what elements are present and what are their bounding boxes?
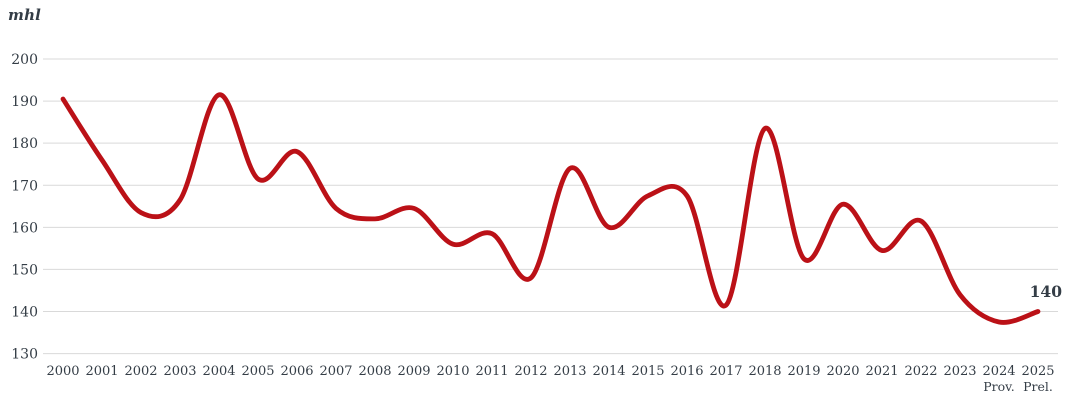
x-axis-tick-label: 2019 [787, 364, 820, 379]
x-axis-tick-label: 2023 [943, 364, 976, 379]
x-axis-labels-group: 2000 2001 2002 2003 2004 2005 2006 2007 2008 2009… [46, 364, 1054, 394]
x-axis-tick-label: 2010 [436, 364, 469, 379]
y-axis-tick-label: 200 [11, 52, 38, 68]
x-axis-tick-label: 2020 [826, 364, 859, 379]
x-axis-tick-label: 2013 [553, 364, 586, 379]
x-axis-tick-label: 2009 [397, 364, 430, 379]
x-axis-tick-label: 2005 [241, 364, 274, 379]
y-axis-tick-label: 180 [11, 136, 38, 152]
x-axis-tick-label: 2018 [748, 364, 781, 379]
x-axis-tick-label: 2001 [85, 364, 118, 379]
y-axis-tick-label: 130 [11, 347, 38, 363]
x-axis-tick-label: 2002 [124, 364, 157, 379]
x-axis-tick-label: 2000 [46, 364, 79, 379]
y-axis-tick-label: 150 [11, 262, 38, 278]
y-axis-labels-group: 200 190 180 170 160 150 140 130 [11, 52, 38, 363]
y-axis-unit-label: mhl [8, 6, 42, 24]
x-axis-tick-label: 2022 [904, 364, 937, 379]
x-axis-tick-label: 2014 [592, 364, 625, 379]
x-axis-tick-label: 2012 [514, 364, 547, 379]
x-axis-tick-label: 2011 [475, 364, 508, 379]
x-axis-tick-label: 2016 [670, 364, 703, 379]
x-axis-tick-label: 2025 [1021, 364, 1054, 379]
x-axis-tick-label: 2003 [163, 364, 196, 379]
y-axis-tick-label: 140 [11, 305, 38, 321]
x-axis-tick-label: 2015 [631, 364, 664, 379]
x-axis-tick-label: 2004 [202, 364, 235, 379]
x-axis-tick-label: 2021 [865, 364, 898, 379]
x-axis-tick-sublabel: Prel. [1023, 379, 1053, 394]
x-axis-tick-label: 2024 [982, 364, 1015, 379]
x-axis-tick-label: 2008 [358, 364, 391, 379]
gridlines-group [43, 58, 1058, 355]
x-axis-tick-label: 2007 [319, 364, 352, 379]
y-axis-tick-label: 160 [11, 220, 38, 236]
x-axis-tick-sublabel: Prov. [983, 379, 1014, 394]
y-axis-tick-label: 170 [11, 178, 38, 194]
series-line-production-mhl [60, 92, 1041, 325]
series-end-value-label: 140 [1029, 282, 1062, 301]
series-group [60, 92, 1041, 325]
x-axis-tick-label: 2006 [280, 364, 313, 379]
y-axis-tick-label: 190 [11, 94, 38, 110]
x-axis-tick-label: 2017 [709, 364, 742, 379]
